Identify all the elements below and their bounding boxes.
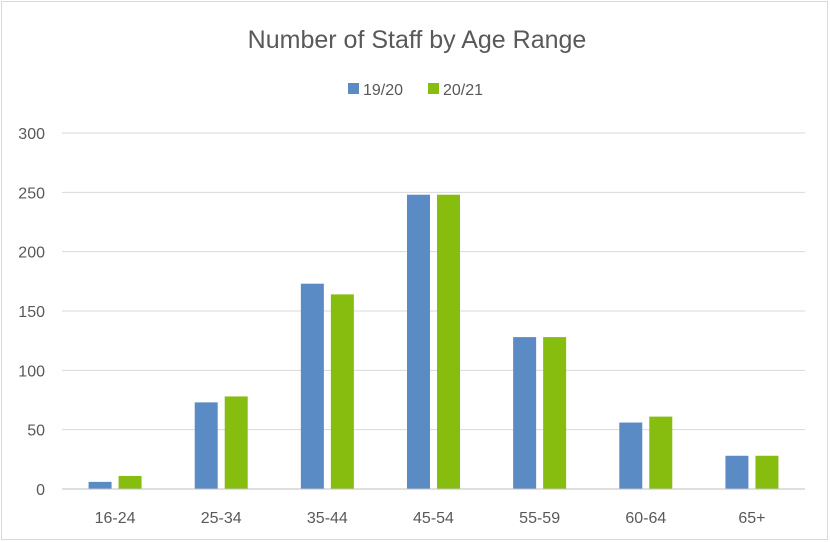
legend-entry-19-20: 19/20: [348, 82, 403, 99]
bar-20-21-25-34: [224, 396, 248, 489]
bar-20-21-60-64: [649, 416, 673, 489]
gridlines: [62, 132, 805, 431]
y-tick-label-300: 300: [18, 126, 45, 143]
bar-19-20-55-59: [513, 337, 537, 489]
bar-20-21-55-59: [543, 337, 567, 489]
y-tick-label-250: 250: [18, 185, 45, 202]
x-tick-label-16-24: 16-24: [95, 510, 136, 527]
bar-20-21-45-54: [437, 194, 460, 489]
y-tick-label-50: 50: [27, 423, 45, 440]
x-tick-label-65: 65+: [738, 510, 765, 527]
bar-20-21-35-44: [330, 294, 354, 489]
legend-label-19-20: 19/20: [363, 82, 403, 99]
legend-swatch-19-20: [348, 83, 359, 94]
x-tick-label-25-34: 25-34: [201, 510, 242, 527]
y-axis-ticks: 0 50 100 150 200 250 300: [18, 126, 45, 499]
legend-label-20-21: 20/21: [443, 82, 483, 99]
y-tick-label-100: 100: [18, 363, 45, 380]
x-axis-ticks: 16-24 25-34 35-44 45-54 55-59 60-64 65+: [95, 510, 766, 527]
bar-19-20-25-34: [194, 402, 218, 489]
bar-19-20-60-64: [619, 422, 643, 489]
legend-entry-20-21: 20/21: [428, 82, 483, 99]
bars: [88, 194, 779, 489]
bar-19-20-65: [725, 455, 749, 489]
y-tick-label-0: 0: [36, 482, 45, 499]
bar-19-20-16-24: [88, 481, 112, 489]
y-tick-label-200: 200: [18, 245, 45, 262]
bar-20-21-16-24: [118, 475, 142, 489]
bar-19-20-45-54: [407, 194, 430, 489]
legend-swatch-20-21: [428, 83, 439, 94]
x-tick-label-45-54: 45-54: [413, 510, 454, 527]
x-tick-label-35-44: 35-44: [307, 510, 348, 527]
x-tick-label-55-59: 55-59: [519, 510, 560, 527]
bar-19-20-35-44: [300, 283, 324, 489]
legend: 19/20 20/21: [348, 82, 483, 99]
bar-20-21-65: [755, 455, 779, 489]
x-tick-label-60-64: 60-64: [625, 510, 666, 527]
y-tick-label-150: 150: [18, 304, 45, 321]
chart-title: Number of Staff by Age Range: [248, 26, 587, 54]
